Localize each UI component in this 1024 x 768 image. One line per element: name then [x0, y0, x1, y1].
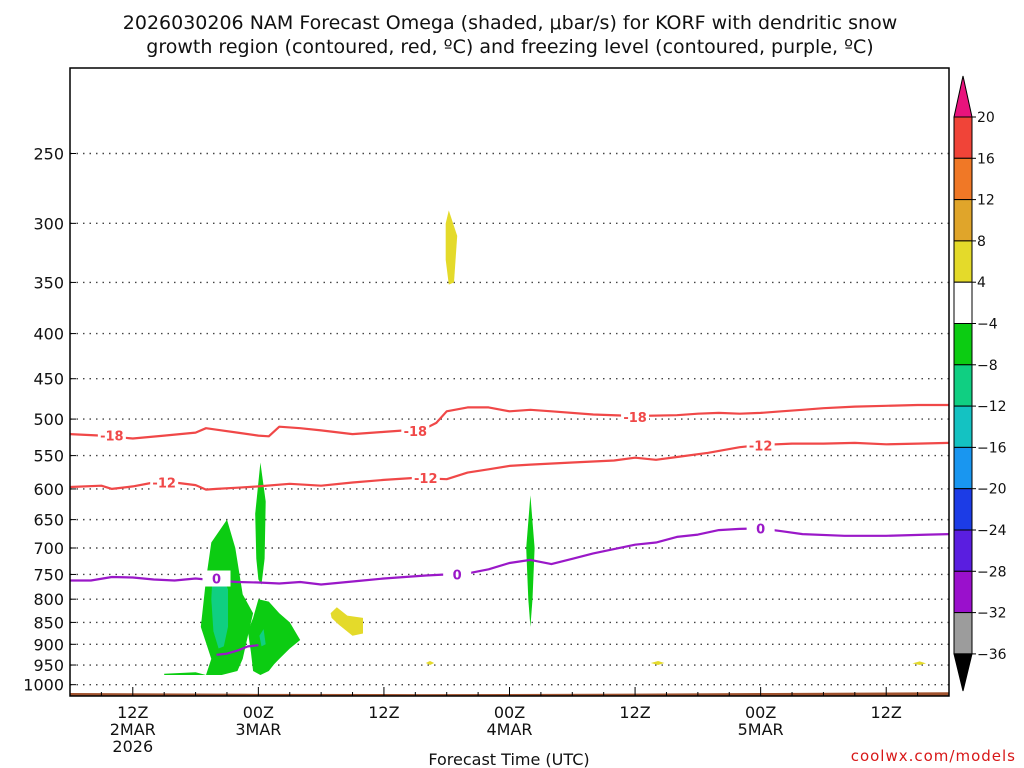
colorbar-band: [953, 529, 973, 572]
colorbar-bottom-arrow: [953, 653, 973, 692]
contour-0-low: [216, 644, 259, 656]
contour--18: [70, 403, 949, 440]
omega-region-sink-dot-3: [912, 661, 926, 665]
colorbar-band: [953, 116, 973, 159]
omega-shading: [164, 210, 926, 675]
omega-region-lift-main: [164, 519, 254, 675]
colorbar-band: [953, 281, 973, 325]
x-tick-label: 12Z: [368, 703, 399, 722]
colorbar-label: −16: [977, 440, 1007, 456]
x-tick-label: 00Z: [745, 703, 776, 722]
y-tick-label: 850: [33, 613, 64, 632]
omega-region-sink-upper: [445, 210, 458, 285]
y-tick-label: 900: [33, 635, 64, 654]
x-tick-label: 12Z: [871, 703, 902, 722]
omega-region-lift-sliver: [259, 629, 266, 647]
contour-label--12: -12: [152, 477, 176, 492]
colorbar-label: −20: [977, 482, 1007, 498]
colorbar-band: [953, 446, 973, 490]
contour-label--12: -12: [749, 440, 773, 455]
contour-label--18: -18: [404, 425, 428, 440]
contour-label-bg: [97, 427, 126, 444]
contour-label-0: 0: [453, 568, 462, 583]
colorbar-label: 4: [977, 275, 986, 291]
colorbar-label: −4: [977, 317, 998, 333]
contour-lines: -18 -18 -18 -12 -12 -12 0 0 0: [70, 403, 949, 656]
contour-label-bg: [746, 520, 775, 537]
contour-label-bg: [746, 437, 775, 454]
x-tick-label: 5MAR: [738, 720, 784, 739]
y-tick-label: 600: [33, 480, 64, 499]
y-tick-label: 550: [33, 447, 64, 466]
colorbar-label: −8: [977, 358, 998, 374]
colorbar-band: [953, 157, 973, 201]
colorbar-band: [953, 323, 973, 366]
omega-region-sink-mid: [330, 607, 363, 636]
colorbar-label: 16: [977, 151, 995, 167]
colorbar-band: [953, 570, 973, 614]
contour-label--18: -18: [100, 430, 124, 445]
x-tick-label: 3MAR: [235, 720, 281, 739]
y-tick-label: 750: [33, 565, 64, 584]
y-tick-label: 800: [33, 590, 64, 609]
colorbar-band: [953, 405, 973, 448]
x-tick-label: 00Z: [243, 703, 274, 722]
colorbar-label: 8: [977, 234, 986, 250]
contour-label--12: -12: [414, 472, 438, 487]
omega-region-sink-dot-2: [650, 661, 665, 665]
colorbar-band: [953, 364, 973, 407]
contour-label--18: -18: [623, 411, 647, 426]
y-tick-label: 500: [33, 410, 64, 429]
x-tick-label: 4MAR: [486, 720, 532, 739]
omega-region-lift-low: [247, 599, 301, 675]
title-line-1: 2026030206 NAM Forecast Omega (shaded, μ…: [123, 12, 897, 34]
contour-label-bg: [411, 469, 440, 486]
colorbar-label: −32: [977, 606, 1007, 622]
contour-label-bg: [202, 570, 231, 587]
contour-label-bg: [443, 566, 472, 583]
contour-label-bg: [621, 408, 650, 425]
contour-label-bg: [401, 423, 430, 440]
y-tick-label: 450: [33, 370, 64, 389]
omega-region-sink-dot-1: [425, 661, 435, 665]
colorbar-label: −36: [977, 647, 1007, 663]
colorbar-label: −24: [977, 523, 1007, 539]
contour-label-bg: [150, 474, 179, 491]
omega-region-lift-east: [526, 495, 535, 627]
contour-label-0: 0: [212, 573, 221, 588]
colorbar-band: [953, 612, 973, 655]
x-axis-title: Forecast Time (UTC): [428, 750, 589, 768]
x-tick-label: 12Z: [619, 703, 650, 722]
colorbar-band: [953, 199, 973, 242]
y-tick-label: 1000: [23, 676, 64, 695]
pressure-axis: 250 300 350 400 450 500 550 600 650 700 750 800 850 9…: [23, 144, 76, 695]
colorbar-label: 20: [977, 110, 995, 126]
omega-region-lift-core: [211, 573, 228, 649]
colorbar-band: [953, 488, 973, 531]
y-tick-label: 950: [33, 656, 64, 675]
colorbar-top-arrow: [953, 75, 973, 118]
x-tick-label: 2026: [112, 737, 153, 756]
credit-text: coolwx.com/models: [851, 747, 1016, 765]
y-tick-label: 700: [33, 539, 64, 558]
colorbar-band: [953, 240, 973, 283]
colorbar-label: −12: [977, 399, 1007, 415]
plot-background: [70, 68, 949, 696]
y-tick-label: 400: [33, 325, 64, 344]
x-tick-label: 2MAR: [110, 720, 156, 739]
omega-region-lift-col: [255, 462, 266, 585]
y-tick-label: 250: [33, 144, 64, 163]
y-tick-label: 650: [33, 511, 64, 530]
title-line-2: growth region (contoured, red, ºC) and f…: [146, 36, 873, 58]
y-tick-label: 350: [33, 273, 64, 292]
contour-label-0: 0: [756, 522, 765, 537]
colorbar-label: 12: [977, 193, 995, 209]
colorbar-label: −28: [977, 564, 1007, 580]
colorbar: 20 16 12 8 4 −4 −8 −12 −16 −20 −24 −28 −32 −36: [953, 75, 1007, 692]
y-tick-label: 300: [33, 214, 64, 233]
x-tick-label: 00Z: [494, 703, 525, 722]
x-tick-label: 12Z: [117, 703, 148, 722]
